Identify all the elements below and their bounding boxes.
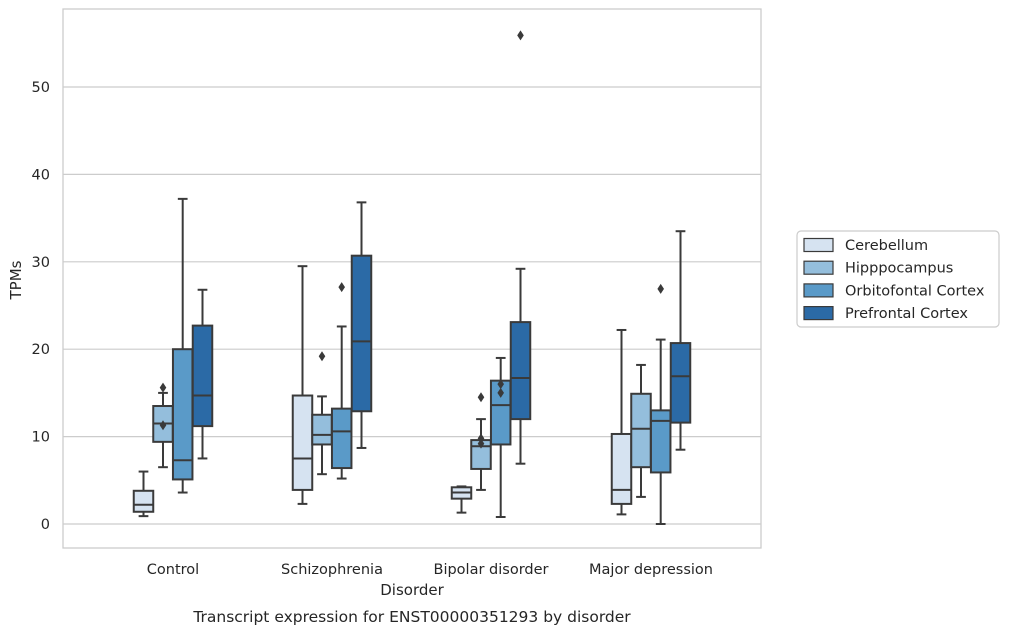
y-tick-label: 10 <box>32 430 50 446</box>
box-iqr <box>649 409 672 474</box>
legend-label: Prefrontal Cortex <box>845 306 968 322</box>
legend-item: Hipppocampus <box>803 260 953 277</box>
legend-swatch <box>803 306 834 321</box>
series-cerebellum <box>132 265 633 518</box>
x-axis-title: Disorder <box>380 581 444 599</box>
box-iqr <box>610 432 633 505</box>
box-iqr <box>509 321 532 421</box>
legend-swatch <box>803 237 834 253</box>
outlier-point <box>318 351 326 362</box>
x-tick-label: Bipolar disorder <box>434 562 549 578</box>
box-mark <box>489 356 512 519</box>
box-iqr <box>311 413 333 446</box>
box-mark <box>450 485 473 514</box>
box-mark <box>132 470 155 518</box>
legend-item: Prefrontal Cortex <box>803 306 968 322</box>
x-tick-label: Schizophrenia <box>281 562 383 578</box>
box-iqr <box>291 394 314 491</box>
box-mark <box>330 282 353 480</box>
y-axis-title: TPMs <box>7 260 25 300</box>
outlier-point <box>497 387 504 398</box>
outlier-point <box>338 282 345 293</box>
outlier-point <box>159 420 167 431</box>
outlier-point <box>477 392 485 403</box>
y-tick-label: 30 <box>32 255 50 271</box>
y-tick-label: 20 <box>32 342 50 358</box>
x-tick-label: Control <box>147 562 199 578</box>
outlier-point <box>159 382 167 393</box>
outlier-point <box>477 433 485 444</box>
box-mark <box>509 30 532 465</box>
box-iqr <box>630 392 652 469</box>
outlier-point <box>497 379 504 390</box>
box-mark <box>191 288 214 460</box>
box-series <box>132 30 692 525</box>
axis-tick-labels: 0 10 20 30 40 50 Control Schizophrenia Bipolar d… <box>32 80 713 578</box>
box-iqr <box>330 407 353 470</box>
box-mark <box>669 230 692 451</box>
x-tick-label: Major depression <box>589 562 713 578</box>
y-tick-label: 50 <box>32 80 50 96</box>
box-iqr <box>191 324 214 428</box>
series-prefrontal-cortex <box>191 30 692 465</box>
legend-item: Orbitofontal Cortex <box>803 283 985 299</box>
outlier-point <box>517 30 524 41</box>
box-mark <box>610 328 633 516</box>
legend-swatch <box>803 283 834 298</box>
box-iqr <box>669 342 692 424</box>
y-tick-label: 40 <box>32 167 50 183</box>
box-iqr <box>132 489 155 513</box>
box-mark <box>291 265 314 505</box>
chart-caption: Transcript expression for ENST0000035129… <box>192 608 631 626</box>
box-iqr <box>350 254 373 413</box>
legend-item: Cerebellum <box>803 237 928 254</box>
outlier-point <box>657 283 664 294</box>
box-mark <box>350 201 373 449</box>
legend-label: Hipppocampus <box>845 261 953 277</box>
outlier-point <box>477 438 485 449</box>
box-mark <box>649 283 672 525</box>
legend-swatch <box>803 260 834 275</box>
y-tick-label: 0 <box>41 517 50 533</box>
legend-label: Cerebellum <box>845 238 928 254</box>
series-hipppocampus <box>152 351 652 498</box>
plot-area-frame <box>62 8 762 549</box>
box-mark <box>470 392 492 491</box>
legend-box <box>796 230 1000 328</box>
legend-label: Orbitofontal Cortex <box>845 283 985 299</box>
legend: Cerebellum Hipppocampus Orbitofontal Corte… <box>796 230 1000 328</box>
